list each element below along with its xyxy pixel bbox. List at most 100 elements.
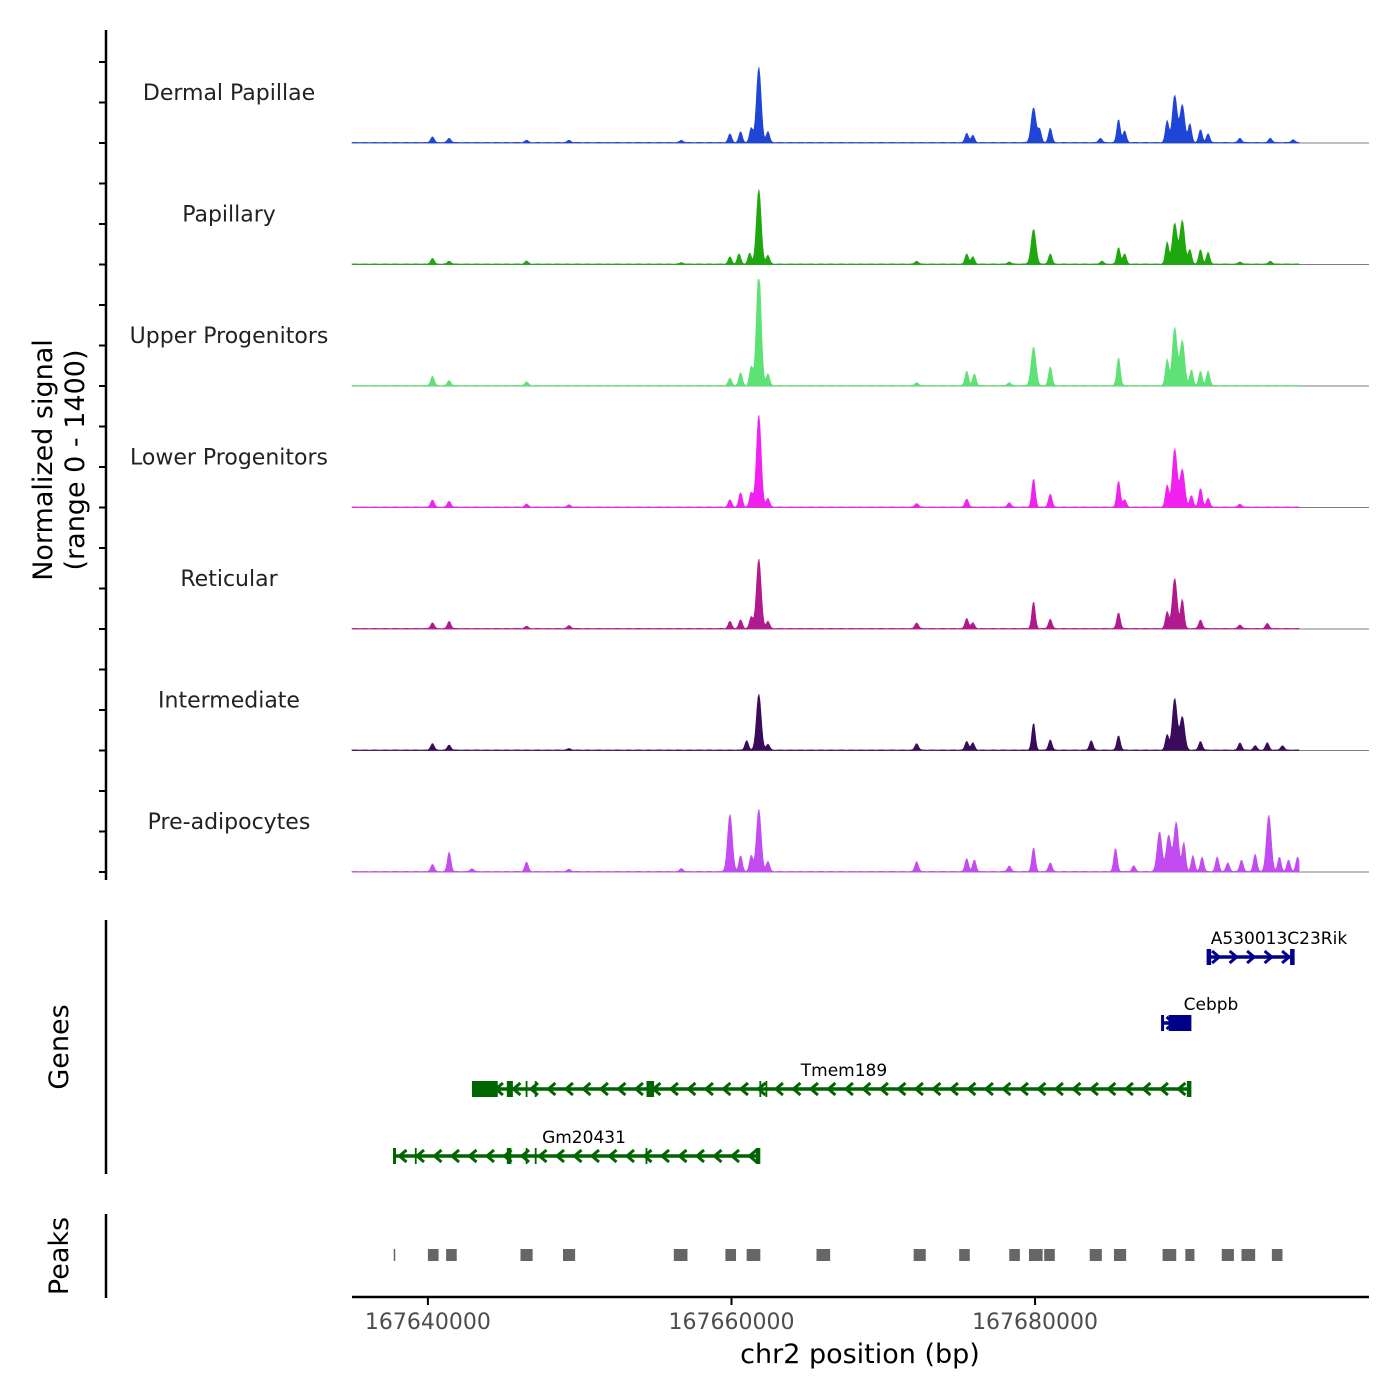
peak-region xyxy=(427,1249,439,1261)
strand-chevron xyxy=(861,1081,872,1097)
signal-area-dermal-papillae xyxy=(351,67,1300,144)
exon-block xyxy=(1290,949,1294,965)
strand-chevron xyxy=(1158,1081,1169,1097)
peak-region xyxy=(746,1249,761,1261)
peak-regions xyxy=(393,1249,1283,1261)
exon-block xyxy=(473,1081,498,1097)
gene-tmem189: Tmem189 xyxy=(471,1061,1192,1097)
track-lower-progenitors: Lower Progenitors xyxy=(130,415,1369,508)
signal-area-papillary xyxy=(351,189,1300,265)
strand-chevron xyxy=(554,1148,565,1164)
strand-chevron xyxy=(572,1148,583,1164)
peak-region xyxy=(1271,1249,1283,1261)
strand-chevron xyxy=(642,1148,653,1164)
strand-chevron xyxy=(721,1081,732,1097)
strand-chevron xyxy=(966,1081,977,1097)
exon-block xyxy=(506,1148,512,1164)
peak-region xyxy=(1221,1249,1234,1261)
strand-chevron xyxy=(773,1081,784,1097)
strand-chevron xyxy=(948,1081,959,1097)
peak-region xyxy=(1089,1249,1102,1261)
strand-chevron xyxy=(791,1081,802,1097)
exon-block xyxy=(1208,949,1212,965)
strand-chevron xyxy=(1018,1081,1029,1097)
strand-chevron xyxy=(983,1081,994,1097)
track-dermal-papillae: Dermal Papillae xyxy=(143,67,1369,144)
peak-region xyxy=(393,1249,396,1261)
peak-region xyxy=(562,1249,576,1261)
gene-label-gm20431: Gm20431 xyxy=(542,1128,626,1148)
peak-region xyxy=(816,1249,831,1261)
strand-chevron xyxy=(659,1148,670,1164)
exon-block xyxy=(506,1081,513,1097)
peaks-panel-title: Peaks xyxy=(44,1217,75,1295)
y-axis-title-line2: (range 0 - 1400) xyxy=(60,350,91,571)
peak-region xyxy=(1185,1249,1195,1261)
gene-gm20431: Gm20431 xyxy=(393,1128,761,1164)
strand-chevron xyxy=(1088,1081,1099,1097)
signal-area-lower-progenitors xyxy=(351,415,1300,508)
x-tick-label: 167680000 xyxy=(972,1310,1098,1335)
track-intermediate: Intermediate xyxy=(158,689,1369,751)
track-papillary: Papillary xyxy=(182,189,1369,265)
strand-chevron xyxy=(878,1081,889,1097)
strand-chevron xyxy=(913,1081,924,1097)
peak-region xyxy=(913,1249,926,1261)
strand-chevron xyxy=(1001,1081,1012,1097)
track-label-lower-progenitors: Lower Progenitors xyxy=(130,446,328,471)
strand-chevron xyxy=(896,1081,907,1097)
strand-chevron xyxy=(703,1081,714,1097)
strand-chevron xyxy=(843,1081,854,1097)
peak-region xyxy=(1113,1249,1127,1261)
strand-chevron xyxy=(677,1148,688,1164)
exon-block xyxy=(646,1081,655,1097)
strand-chevron xyxy=(931,1081,942,1097)
gene-a530013c23rik: A530013C23Rik xyxy=(1206,929,1348,965)
track-pre-adipocytes: Pre-adipocytes xyxy=(148,809,1369,873)
strand-chevron xyxy=(668,1081,679,1097)
strand-chevron xyxy=(738,1081,749,1097)
signal-area-upper-progenitors xyxy=(351,279,1300,387)
peak-region xyxy=(1241,1249,1256,1261)
track-label-intermediate: Intermediate xyxy=(158,689,300,714)
gene-label-tmem189: Tmem189 xyxy=(800,1061,887,1081)
strand-chevron xyxy=(589,1148,600,1164)
strand-chevron xyxy=(1036,1081,1047,1097)
strand-chevron xyxy=(826,1081,837,1097)
strand-chevron xyxy=(467,1148,478,1164)
track-label-upper-progenitors: Upper Progenitors xyxy=(130,324,329,349)
signal-area-pre-adipocytes xyxy=(351,809,1300,873)
exon-block xyxy=(1186,1081,1190,1097)
strand-chevron xyxy=(581,1081,592,1097)
strand-chevron xyxy=(1106,1081,1117,1097)
strand-chevron xyxy=(1246,949,1257,965)
peak-region xyxy=(1028,1249,1043,1261)
strand-chevron xyxy=(624,1148,635,1164)
strand-chevron xyxy=(1123,1081,1134,1097)
strand-chevron xyxy=(432,1148,443,1164)
strand-chevron xyxy=(633,1081,644,1097)
strand-chevron xyxy=(756,1081,767,1097)
strand-chevron xyxy=(729,1148,740,1164)
track-label-reticular: Reticular xyxy=(180,567,278,592)
track-label-papillary: Papillary xyxy=(182,203,276,228)
strand-chevron xyxy=(1071,1081,1082,1097)
signal-area-reticular xyxy=(351,558,1300,630)
strand-chevron xyxy=(694,1148,705,1164)
gene-label-a530013c23rik: A530013C23Rik xyxy=(1211,929,1348,949)
peak-region xyxy=(959,1249,970,1261)
x-axis-title: chr2 position (bp) xyxy=(740,1339,980,1370)
strand-chevron xyxy=(712,1148,723,1164)
strand-chevron xyxy=(449,1148,460,1164)
track-reticular: Reticular xyxy=(180,558,1369,630)
strand-chevron xyxy=(686,1081,697,1097)
strand-chevron xyxy=(484,1148,495,1164)
strand-chevron xyxy=(607,1148,618,1164)
peak-region xyxy=(446,1249,457,1261)
strand-chevron xyxy=(1211,949,1222,965)
y-axis-title-line1: Normalized signal xyxy=(28,339,59,581)
signal-y-axis xyxy=(99,30,108,880)
gene-label-cebpb: Cebpb xyxy=(1184,995,1239,1015)
strand-chevron xyxy=(511,1081,522,1097)
